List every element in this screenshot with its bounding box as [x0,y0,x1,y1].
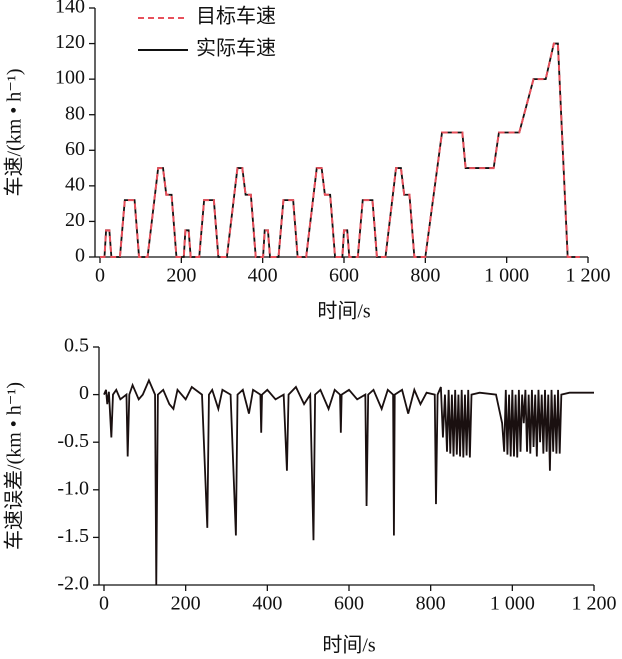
x-tick-label: 0 [95,265,105,287]
y-tick-label: 0 [79,382,89,404]
y-tick-label: 140 [55,0,85,18]
x-tick-label: 800 [416,593,446,615]
x-tick-label: 600 [329,265,359,287]
x-tick-label: 600 [334,593,364,615]
x-tick-label: 800 [410,265,440,287]
y-tick-label: 0 [75,245,85,267]
y-tick-label: 40 [65,173,85,195]
data-line [100,42,580,258]
data-line [103,378,594,586]
x-tick-label: 1 000 [484,265,529,287]
y-tick-label: -2.0 [57,573,89,595]
x-tick-label: 1 200 [566,265,611,287]
y-axis-label: 车速误差/(km • h⁻¹) [3,382,26,550]
y-tick-label: 20 [65,209,85,231]
y-tick-label: 120 [55,31,85,53]
x-axis-label: 时间/s [317,300,371,323]
y-tick-label: 80 [65,102,85,124]
y-tick-label: 100 [55,67,85,89]
y-tick-label: -1.5 [57,525,89,547]
y-tick-label: -1.0 [57,477,89,499]
x-tick-label: 1 200 [572,593,617,615]
x-tick-label: 200 [166,265,196,287]
legend-label: 实际车速 [196,37,276,60]
x-tick-label: 400 [248,265,278,287]
x-tick-label: 0 [99,593,109,615]
legend-label: 目标车速 [196,5,276,28]
y-tick-label: 0.5 [64,335,89,357]
x-tick-label: 200 [171,593,201,615]
data-line [100,42,580,258]
x-tick-label: 1 000 [490,593,535,615]
x-tick-label: 400 [252,593,282,615]
x-axis-label: 时间/s [322,634,376,657]
y-tick-label: 60 [65,138,85,160]
y-axis-label: 车速/(km • h⁻¹) [3,69,26,197]
y-tick-label: -0.5 [57,430,89,452]
